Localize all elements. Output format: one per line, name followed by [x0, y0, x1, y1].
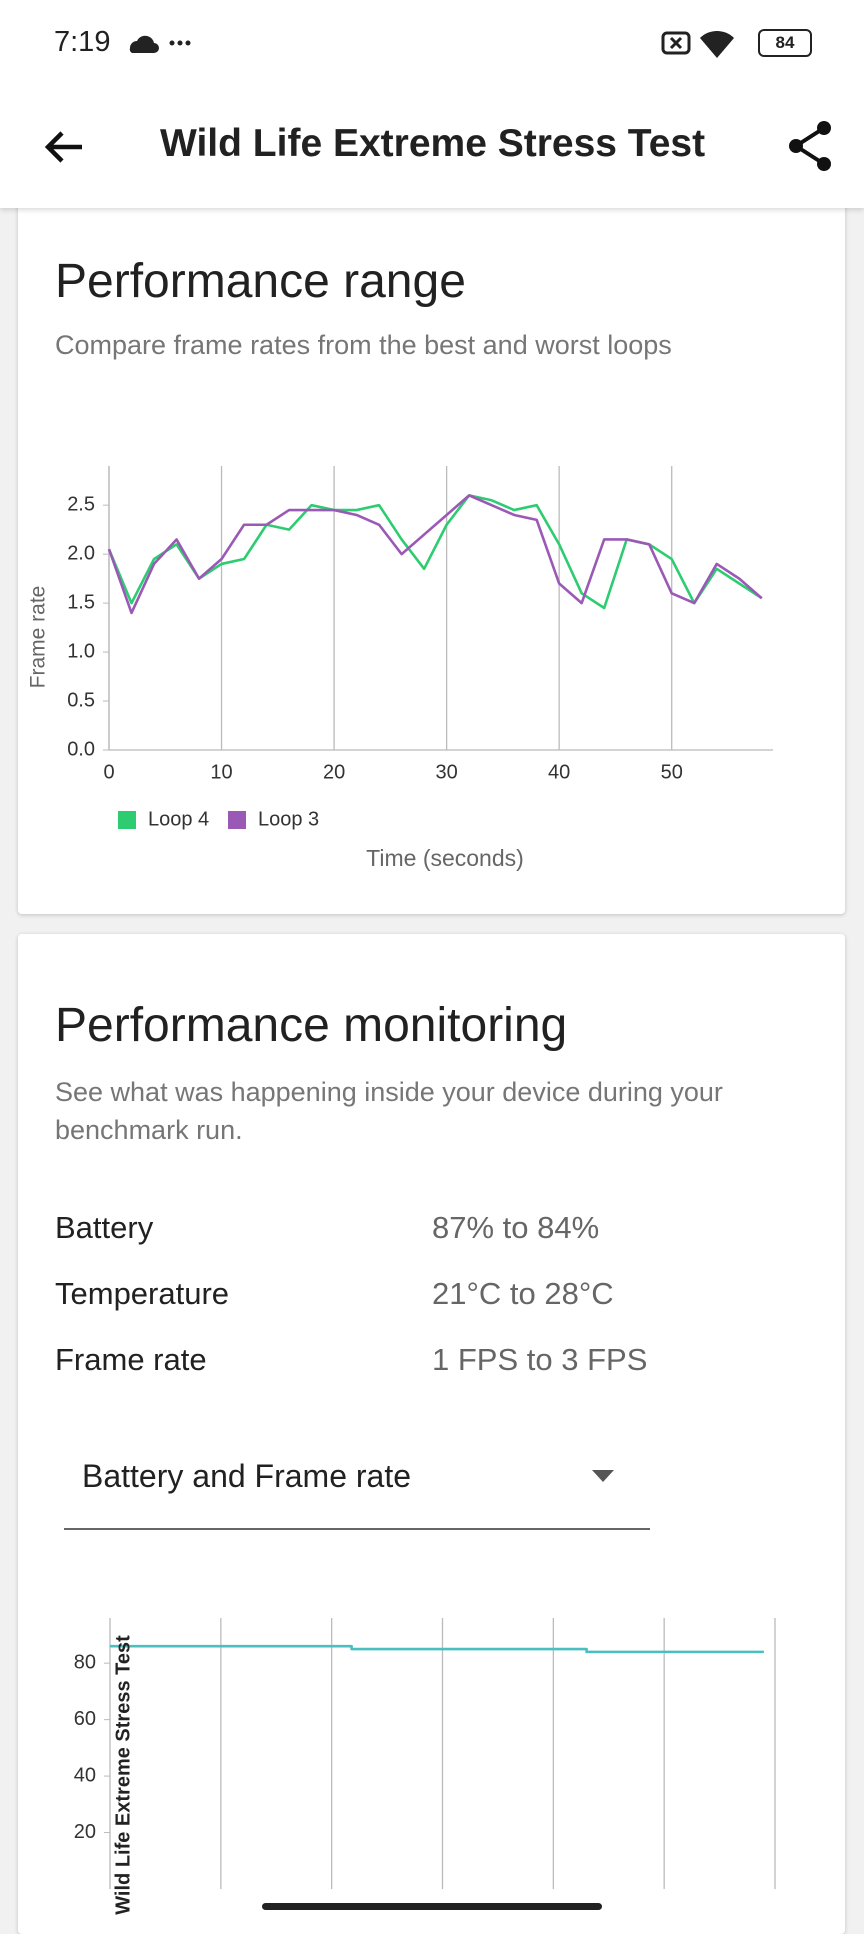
- y-tick-label: 0.0: [67, 738, 95, 760]
- stat-value: 87% to 84%: [432, 1210, 600, 1245]
- stat-value: 21°C to 28°C: [432, 1276, 614, 1311]
- stat-label: Battery: [55, 1210, 154, 1245]
- y-tick-label: 1.5: [67, 591, 95, 613]
- stat-label: Temperature: [55, 1276, 230, 1311]
- y-tick-label: 2.5: [67, 493, 95, 515]
- stat-label: Frame rate: [55, 1342, 207, 1377]
- section-title: Performance range: [55, 255, 466, 308]
- monitoring-card: [18, 934, 845, 1934]
- home-indicator: [262, 1903, 602, 1910]
- status-icons: [129, 35, 191, 53]
- battery-indicator: 84: [758, 29, 812, 57]
- dropdown-underline: [64, 1528, 650, 1530]
- monitoring-chart: 20 40 60 80 Wild Life Extreme Stress Test: [74, 1618, 776, 1915]
- y-axis-title: Wild Life Extreme Stress Test: [112, 1635, 134, 1915]
- y-tick-label: 80: [74, 1651, 96, 1673]
- x-axis-title: Time (seconds): [366, 845, 524, 871]
- y-tick-label: 60: [74, 1708, 96, 1730]
- page-title: Wild Life Extreme Stress Test: [160, 122, 706, 165]
- section-subtitle: Compare frame rates from the best and wo…: [55, 330, 672, 360]
- section-title: Performance monitoring: [55, 999, 568, 1052]
- y-tick-label: 1.0: [67, 640, 95, 662]
- y-tick-label: 2.0: [67, 542, 95, 564]
- data-line: [107, 494, 763, 610]
- x-tick-label: 30: [436, 761, 458, 783]
- status-time: 7:19: [54, 26, 111, 58]
- x-tick-label: 0: [103, 761, 114, 783]
- legend-label: Loop 3: [258, 808, 319, 830]
- section-description: See what was happening inside your devic…: [55, 1077, 723, 1145]
- y-axis-title: Frame rate: [27, 586, 50, 689]
- y-tick-label: 40: [74, 1764, 96, 1786]
- share-button[interactable]: [786, 120, 836, 172]
- back-button[interactable]: [40, 127, 88, 167]
- top-bar: 7:19 84 Wild Life Extreme Stress Test: [0, 0, 864, 208]
- legend-swatch: [228, 811, 246, 829]
- x-tick-label: 20: [323, 761, 345, 783]
- x-tick-label: 40: [548, 761, 570, 783]
- y-tick-label: 20: [74, 1821, 96, 1843]
- x-tick-label: 50: [661, 761, 683, 783]
- stat-value: 1 FPS to 3 FPS: [432, 1342, 648, 1377]
- data-line: [107, 494, 763, 615]
- range-chart: 0 10 20 30 40 50 0.0 0.5 1.0 1.5 2.0 2.5 Loop 4 Loop …: [27, 466, 773, 871]
- x-tick-label: 10: [210, 761, 232, 783]
- legend-swatch: [118, 811, 136, 829]
- data-line: [110, 1644, 764, 1654]
- status-right: [661, 30, 734, 58]
- dropdown-label[interactable]: Battery and Frame rate: [82, 1458, 412, 1494]
- dropdown-arrow[interactable]: [590, 1468, 616, 1484]
- legend-label: Loop 4: [148, 808, 209, 830]
- y-tick-label: 0.5: [67, 689, 95, 711]
